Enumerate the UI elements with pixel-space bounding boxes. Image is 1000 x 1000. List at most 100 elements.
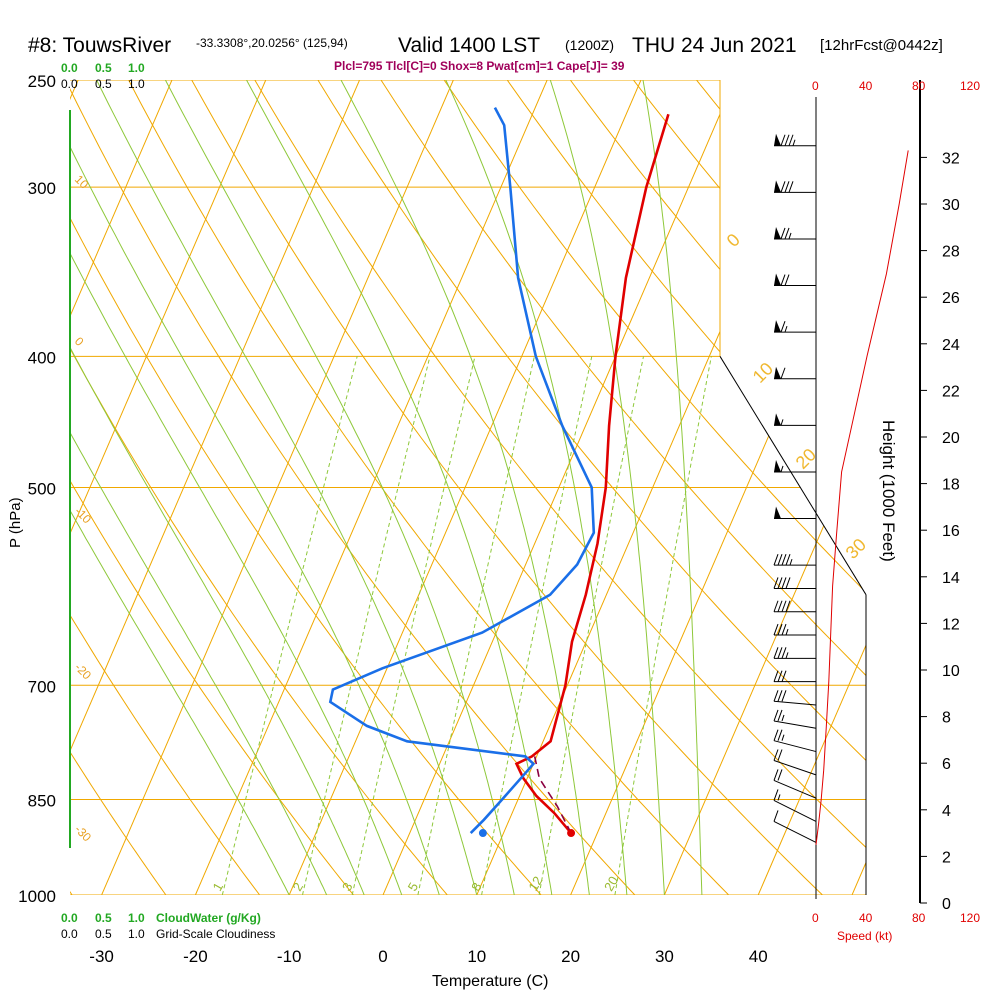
dewpoint-surface-marker <box>478 829 487 838</box>
barb-flag-12-8 <box>781 553 787 566</box>
temp-tick--10: -10 <box>277 947 302 966</box>
height-tick-12: 12 <box>942 616 960 633</box>
barb-flag-2-4 <box>777 769 783 781</box>
barb-flag-3-0 <box>773 749 779 761</box>
barb-pennant-14-0 <box>774 459 781 472</box>
temp-tick-10: 10 <box>467 947 486 966</box>
cloudwater-scale-bottom-1: 0.5 <box>95 911 112 925</box>
speed-top-tick-0: 0 <box>812 79 819 93</box>
height-tick-26: 26 <box>942 290 960 307</box>
height-tick-16: 16 <box>942 523 960 540</box>
height-tick-28: 28 <box>942 244 960 261</box>
moist-adiabat-18 <box>246 80 553 895</box>
barb-flag-7-8 <box>781 670 787 682</box>
moist-adiabat-34 <box>642 80 703 895</box>
barb-flag-10-12 <box>785 600 791 612</box>
dry-adiabat-270 <box>70 80 354 895</box>
mixing-ratio-20 <box>614 356 712 895</box>
isotherm--40 <box>70 80 361 895</box>
moist-adiabat--6 <box>70 80 328 895</box>
barb-flag-8-0 <box>773 647 779 659</box>
isotherm--50 <box>70 80 267 895</box>
moist-adiabat-6 <box>70 80 440 895</box>
x-axis-title: Temperature (C) <box>432 973 548 990</box>
pressure-tick-1000: 1000 <box>18 887 56 906</box>
barb-staff-4 <box>773 740 817 753</box>
isotherm-label-0: 10 <box>72 172 92 192</box>
barb-staff-0 <box>773 820 817 843</box>
temp-tick-40: 40 <box>749 947 768 966</box>
cloudiness-scale-top-2: 1.0 <box>128 77 145 91</box>
barb-pennant-16-0 <box>774 366 781 379</box>
barb-flag-11-12 <box>785 577 791 589</box>
barb-flag-19-11 <box>784 227 790 240</box>
barb-staff-2 <box>773 779 817 799</box>
barb-flag-4-0 <box>773 729 779 741</box>
barb-flag-5-4 <box>777 709 783 722</box>
cloudwater-scale-bottom-0: 0.0 <box>61 911 78 925</box>
barb-flag-17-7 <box>780 320 786 333</box>
barb-half-8 <box>785 652 789 659</box>
cloudiness-scale-top-0: 0.0 <box>61 77 78 91</box>
barb-pennant-19-0 <box>774 226 781 239</box>
barb-flag-12-0 <box>773 553 779 566</box>
barb-flag-3-4 <box>777 749 783 761</box>
barb-flag-0-0 <box>773 810 779 822</box>
barb-pennant-21-0 <box>774 133 781 146</box>
sounding-series <box>328 106 670 838</box>
barb-flag-1-0 <box>773 789 779 801</box>
frame-right-slant <box>719 356 867 595</box>
barb-half-14 <box>780 465 784 473</box>
temp-tick--30: -30 <box>89 947 114 966</box>
isotherm--30 <box>101 80 454 895</box>
moist-adiabat-22 <box>340 80 590 895</box>
height-tick-22: 22 <box>942 383 960 400</box>
barb-flag-8-4 <box>777 647 783 659</box>
pressure-tick-700: 700 <box>28 677 56 696</box>
barb-staff-1 <box>773 800 817 822</box>
speed-bottom-tick-0: 0 <box>812 911 819 925</box>
height-tick-0: 0 <box>942 896 951 913</box>
barb-flag-5-0 <box>773 709 779 722</box>
height-tick-30: 30 <box>942 197 960 214</box>
speed-axis-label: Speed (kt) <box>837 929 892 943</box>
barb-flag-11-0 <box>773 577 779 589</box>
moist-adiabat-10 <box>96 80 478 895</box>
barb-half-9 <box>785 628 789 636</box>
barb-flag-11-4 <box>777 577 783 589</box>
moist-adiabat--10 <box>70 80 290 895</box>
speed-bottom-tick-40: 40 <box>859 911 873 925</box>
height-tick-20: 20 <box>942 430 960 447</box>
pressure-tick-300: 300 <box>28 179 56 198</box>
dry-adiabat-290 <box>70 80 542 895</box>
barb-flag-6-8 <box>781 690 787 702</box>
dry-adiabat-370 <box>506 80 866 895</box>
barb-half-19 <box>788 232 792 240</box>
barb-flag-10-8 <box>781 600 787 612</box>
barb-flag-12-12 <box>785 553 791 566</box>
isotherm-label-2: -10 <box>72 504 94 526</box>
barb-half-17 <box>784 325 788 333</box>
barb-half-1 <box>777 794 781 801</box>
isotherm--10 <box>288 80 642 895</box>
cloudwater-label: CloudWater (g/Kg) <box>156 911 261 925</box>
mixing-ratio-12 <box>538 356 644 895</box>
barb-pennant-17-0 <box>774 320 781 333</box>
height-tick-6: 6 <box>942 756 951 773</box>
temp-tick-0: 0 <box>378 947 387 966</box>
isotherm--60 <box>70 80 173 895</box>
theta-label-4: 30 <box>842 535 870 563</box>
barb-half-21 <box>792 139 796 146</box>
barb-flag-7-4 <box>777 670 783 682</box>
wind-speed-profile <box>815 150 909 845</box>
height-tick-10: 10 <box>942 663 960 680</box>
barb-pennant-18-0 <box>774 273 781 286</box>
stability-indices: Plcl=795 Tlcl[C]=0 Shox=8 Pwat[cm]=1 Cap… <box>334 59 625 73</box>
dewpoint-line <box>328 106 596 835</box>
dry-adiabat-350 <box>380 80 866 895</box>
moist-adiabat-26 <box>445 80 628 895</box>
barb-flag-4-4 <box>777 729 783 741</box>
barb-half-12 <box>789 558 793 566</box>
dry-adiabat-250 <box>70 80 167 895</box>
